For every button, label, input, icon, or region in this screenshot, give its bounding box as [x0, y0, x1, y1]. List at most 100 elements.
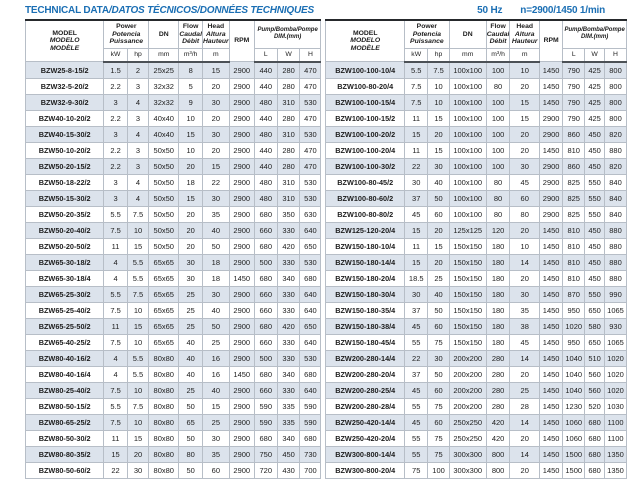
value-cell: 550: [584, 285, 606, 303]
value-cell: 450: [584, 125, 606, 143]
table-row: BZW250-420-20/4 55 75 250x250 420 20 1450 1060 6…: [325, 429, 627, 447]
value-cell: 15: [201, 157, 230, 175]
unit-m3h: m³/h: [178, 47, 203, 63]
flow-label-fr: Débit: [182, 38, 200, 46]
value-cell: 15: [126, 317, 150, 335]
value-cell: 640: [299, 285, 322, 303]
value-cell: 4: [126, 173, 150, 191]
value-cell: 450: [584, 221, 606, 239]
value-cell: 11: [103, 317, 128, 335]
value-cell: 3: [103, 189, 128, 207]
value-cell: 10: [178, 141, 203, 159]
value-cell: 10: [509, 61, 541, 79]
value-cell: 500: [253, 349, 278, 367]
column-header-rpm: RPM: [539, 19, 564, 63]
value-cell: 660: [253, 301, 278, 319]
value-cell: 2900: [228, 461, 255, 479]
value-cell: 32x32: [148, 93, 180, 111]
head-label-es: Altura: [514, 30, 535, 38]
value-cell: 350: [276, 205, 301, 223]
value-cell: 15: [427, 109, 450, 127]
value-cell: 60: [509, 189, 541, 207]
table-row: BZW300-800-14/4 55 75 300x300 800 14 1450 1500 6…: [325, 445, 627, 463]
value-cell: 45: [404, 317, 429, 335]
value-cell: 330: [276, 381, 301, 399]
table-row: BZW50-18-22/2 3 4 50x50 18 22 2900 480 310 530: [24, 173, 322, 191]
table-row: BZW100-100-20/4 11 15 100x100 100 20 1450 810 45…: [325, 141, 627, 159]
table-row: BZW80-25-40/2 7.5 10 80x80 25 40 2900 660 330 640: [24, 381, 322, 399]
value-cell: 7.5: [103, 413, 128, 431]
value-cell: 2900: [228, 205, 255, 223]
value-cell: 2900: [228, 349, 255, 367]
value-cell: 60: [427, 205, 450, 223]
value-cell: 40: [201, 381, 230, 399]
model-cell: BZW80-40-16/2: [24, 349, 105, 367]
value-cell: 825: [562, 205, 586, 223]
value-cell: 800: [604, 61, 627, 79]
value-cell: 340: [276, 269, 301, 287]
value-cell: 180: [485, 301, 511, 319]
value-cell: 1450: [539, 349, 564, 367]
unit-length: L: [253, 47, 278, 63]
value-cell: 32x32: [148, 77, 180, 95]
value-cell: 2900: [228, 413, 255, 431]
technical-data-table-left: MODEL MODELO MODÈLE Power Potencia Puiss…: [24, 19, 322, 479]
value-cell: 25: [178, 317, 203, 335]
value-cell: 4: [103, 253, 128, 271]
value-cell: 680: [253, 317, 278, 335]
value-cell: 1450: [539, 397, 564, 415]
value-cell: 20: [201, 109, 230, 127]
value-cell: 180: [485, 237, 511, 255]
table-row: BZW150-180-10/4 11 15 150x150 180 10 1450 810 45…: [325, 237, 627, 255]
value-cell: 1450: [539, 317, 564, 335]
model-cell: BZW80-80-35/2: [24, 445, 105, 463]
value-cell: 15: [404, 221, 429, 239]
value-cell: 30: [427, 157, 450, 175]
value-cell: 16: [201, 365, 230, 383]
flow-label-en: Flow: [182, 23, 199, 30]
value-cell: 5.5: [103, 285, 128, 303]
value-cell: 450: [584, 157, 606, 175]
value-cell: 640: [299, 333, 322, 351]
value-cell: 10: [126, 381, 150, 399]
value-cell: 75: [404, 461, 429, 479]
value-cell: 3: [103, 93, 128, 111]
value-cell: 150x150: [448, 317, 487, 335]
value-cell: 1060: [562, 429, 586, 447]
model-cell: BZW80-50-60/2: [24, 461, 105, 479]
value-cell: 65x65: [148, 285, 180, 303]
value-cell: 55: [404, 397, 429, 415]
value-cell: 10: [509, 237, 541, 255]
table-row: BZW80-80-35/2 15 20 80x80 80 35 2900 750 450 730: [24, 445, 322, 463]
value-cell: 200x200: [448, 381, 487, 399]
model-cell: BZW200-280-20/4: [325, 365, 406, 383]
model-label-fr: MODÈLE: [350, 44, 380, 52]
value-cell: 5.5: [126, 349, 150, 367]
unit-m3h: m³/h: [485, 47, 511, 63]
value-cell: 100: [485, 93, 511, 111]
value-cell: 1020: [562, 317, 586, 335]
value-cell: 660: [253, 285, 278, 303]
value-cell: 2900: [228, 333, 255, 351]
value-cell: 2900: [228, 125, 255, 143]
value-cell: 22: [404, 349, 429, 367]
column-header-head: Head Altura Hauteur: [201, 19, 230, 49]
value-cell: 80x80: [148, 365, 180, 383]
value-cell: 1450: [539, 445, 564, 463]
value-cell: 37: [404, 189, 429, 207]
power-label-en: Power: [116, 23, 137, 30]
value-cell: 100x100: [448, 205, 487, 223]
model-cell: BZW80-50-15/2: [24, 397, 105, 415]
spec-labels: 50 Hz n=2900/1450 1/min: [477, 5, 605, 16]
column-header-dn: DN: [448, 19, 487, 49]
model-cell: BZW150-180-14/4: [325, 253, 406, 271]
value-cell: 20: [178, 157, 203, 175]
value-cell: 30: [404, 285, 429, 303]
value-cell: 470: [299, 109, 322, 127]
value-cell: 20: [509, 429, 541, 447]
value-cell: 425: [584, 77, 606, 95]
value-cell: 470: [299, 157, 322, 175]
value-cell: 125x125: [448, 221, 487, 239]
value-cell: 65: [178, 413, 203, 431]
value-cell: 200x200: [448, 365, 487, 383]
